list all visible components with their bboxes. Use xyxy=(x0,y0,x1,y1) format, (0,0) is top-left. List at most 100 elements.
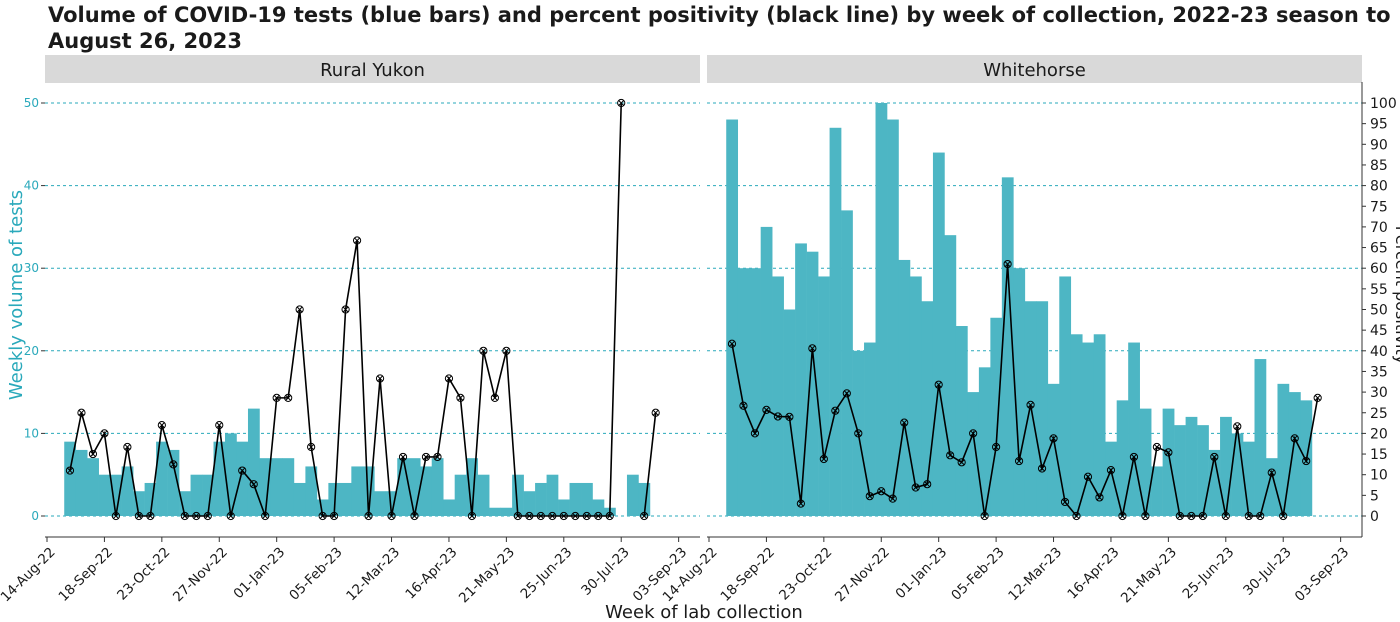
positivity-point-whitehorse xyxy=(1026,400,1035,410)
point-circle xyxy=(295,305,304,314)
point-cross xyxy=(1085,473,1091,480)
bar-rural-yukon xyxy=(592,499,605,516)
positivity-point-whitehorse xyxy=(785,412,794,421)
point-circle xyxy=(1210,452,1219,462)
point-circle xyxy=(203,511,212,521)
y-axis-title-left: Weekly volume of tests xyxy=(6,190,27,400)
x-tick-label: 14-Aug-22 xyxy=(0,544,59,605)
point-cross xyxy=(273,394,280,401)
bar-rural-yukon xyxy=(546,474,559,516)
point-cross xyxy=(445,375,452,382)
bar-rural-yukon xyxy=(98,474,111,516)
point-cross xyxy=(1234,423,1241,430)
point-circle xyxy=(111,511,121,521)
point-cross xyxy=(365,513,372,519)
bar-whitehorse xyxy=(864,342,876,516)
y-tick-label-right: 75 xyxy=(1370,199,1388,215)
x-tick-label: 01-Jan-23 xyxy=(893,544,951,602)
point-circle xyxy=(1187,511,1196,521)
point-cross xyxy=(618,100,625,106)
bar-rural-yukon xyxy=(408,458,421,516)
positivity-point-rural-yukon xyxy=(180,511,189,521)
positivity-point-whitehorse xyxy=(1290,434,1299,443)
bar-rural-yukon xyxy=(489,507,501,516)
bar-rural-yukon xyxy=(282,458,295,516)
point-cross xyxy=(308,444,315,450)
point-circle xyxy=(992,442,1001,452)
point-circle xyxy=(1267,468,1276,477)
bar-whitehorse xyxy=(829,127,842,516)
point-circle xyxy=(123,442,132,452)
bar-whitehorse xyxy=(1220,416,1232,516)
point-cross xyxy=(1291,435,1298,442)
point-circle xyxy=(341,305,350,314)
bar-whitehorse xyxy=(783,309,796,516)
positivity-point-rural-yukon xyxy=(502,346,511,355)
positivity-point-rural-yukon xyxy=(249,480,258,489)
bar-rural-yukon xyxy=(270,458,283,516)
positivity-point-whitehorse xyxy=(957,458,966,467)
point-cross xyxy=(434,453,441,460)
positivity-point-rural-yukon xyxy=(77,408,86,417)
point-circle xyxy=(640,511,649,521)
positivity-point-rural-yukon xyxy=(123,442,132,452)
point-cross xyxy=(285,394,292,401)
positivity-point-whitehorse xyxy=(1302,456,1311,466)
bar-rural-yukon xyxy=(638,482,651,516)
bar-rural-yukon xyxy=(144,482,157,516)
point-cross xyxy=(101,430,108,437)
point-cross xyxy=(1027,401,1034,408)
x-tick-label: 21-May-23 xyxy=(1118,544,1180,606)
point-circle xyxy=(1152,442,1161,452)
positivity-point-rural-yukon xyxy=(215,421,224,430)
point-circle xyxy=(1037,464,1047,473)
point-circle xyxy=(1026,400,1035,410)
point-cross xyxy=(1119,513,1126,519)
point-cross xyxy=(866,493,873,500)
y-tick-label-right: 95 xyxy=(1370,117,1388,133)
point-cross xyxy=(935,381,942,388)
bar-whitehorse xyxy=(841,210,853,516)
point-cross xyxy=(250,481,257,488)
bar-rural-yukon xyxy=(156,441,168,516)
axis-titles: Weekly volume of tests Percent positivity… xyxy=(6,190,1400,622)
point-cross xyxy=(239,467,246,474)
bar-whitehorse xyxy=(909,276,922,516)
y-tick-label-right: 25 xyxy=(1370,406,1388,422)
bar-rural-yukon xyxy=(535,482,547,516)
positivity-point-rural-yukon xyxy=(594,511,603,521)
positivity-point-rural-yukon xyxy=(169,460,178,469)
positivity-point-rural-yukon xyxy=(100,429,109,438)
point-cross xyxy=(560,513,567,519)
x-axis-title: Week of lab collection xyxy=(605,602,803,622)
positivity-point-whitehorse xyxy=(1244,511,1253,521)
positivity-point-rural-yukon xyxy=(559,511,568,521)
positivity-point-rural-yukon xyxy=(536,511,545,521)
bar-whitehorse xyxy=(921,301,934,516)
point-circle xyxy=(284,393,293,402)
bar-rural-yukon xyxy=(454,474,467,516)
bar-whitehorse xyxy=(760,226,773,516)
bar-whitehorse xyxy=(898,259,911,516)
point-cross xyxy=(912,484,919,491)
point-cross xyxy=(993,444,1000,450)
positivity-point-whitehorse xyxy=(1313,393,1322,402)
point-cross xyxy=(296,306,303,313)
positivity-point-whitehorse xyxy=(1256,511,1265,521)
y-tick-label-left: 0 xyxy=(31,509,39,523)
bar-rural-yukon xyxy=(581,482,593,516)
positivity-point-whitehorse xyxy=(1152,442,1161,452)
point-circle xyxy=(1302,456,1311,466)
point-circle xyxy=(819,454,828,464)
point-circle xyxy=(502,346,511,355)
positivity-point-whitehorse xyxy=(1141,511,1150,521)
bar-rural-yukon xyxy=(247,408,260,516)
positivity-point-rural-yukon xyxy=(238,466,247,475)
point-circle xyxy=(842,389,851,398)
positivity-point-whitehorse xyxy=(877,487,886,496)
point-cross xyxy=(1142,513,1149,519)
point-circle xyxy=(865,492,874,501)
point-circle xyxy=(1118,511,1127,521)
point-cross xyxy=(947,452,954,459)
point-cross xyxy=(889,495,896,502)
